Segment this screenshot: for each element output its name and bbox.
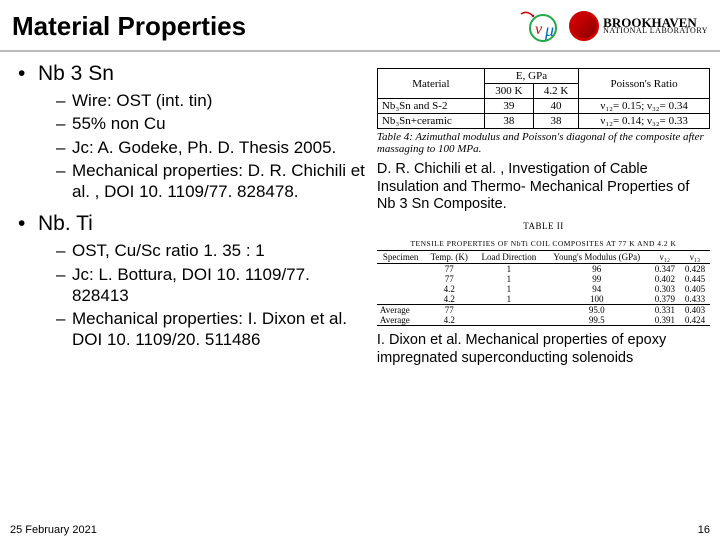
list-item: Mechanical properties: I. Dixon et al. D…	[56, 308, 371, 351]
cell: 40	[533, 99, 578, 114]
experiment-logo-icon: ν μ	[517, 6, 561, 46]
slide: Material Properties ν μ BROOKHAVEN NATIO…	[0, 0, 720, 540]
footer: 25 February 2021 16	[0, 524, 720, 536]
th: ν₁₃	[680, 251, 710, 264]
content-area: Nb 3 Sn Wire: OST (int. tin) 55% non Cu …	[0, 52, 720, 540]
section2-heading: Nb. Ti	[18, 212, 371, 236]
table-row: Specimen Temp. (K) Load Direction Young'…	[377, 251, 710, 264]
section1-heading: Nb 3 Sn	[18, 62, 371, 86]
cell: Nb₃Sn+ceramic	[377, 114, 484, 129]
list-item: Jc: A. Godeke, Ph. D. Thesis 2005.	[56, 137, 371, 158]
bnl-text: BROOKHAVEN NATIONAL LABORATORY	[603, 17, 708, 35]
th-material: Material	[377, 69, 484, 99]
list-item: Jc: L. Bottura, DOI 10. 1109/77. 828413	[56, 264, 371, 307]
table-row: 771960.3470.428	[377, 264, 710, 275]
table-row: 771990.4020.445	[377, 274, 710, 284]
table2-title: TENSILE PROPERTIES OF NbTi COIL COMPOSIT…	[377, 239, 710, 248]
tensile-table: Specimen Temp. (K) Load Direction Young'…	[377, 250, 710, 326]
th: ν₁₂	[650, 251, 680, 264]
table2-title-above: TABLE II	[377, 221, 710, 231]
cell: 38	[533, 114, 578, 129]
table1-caption: Table 4: Azimuthal modulus and Poisson's…	[377, 131, 710, 155]
th-poisson: Poisson's Ratio	[579, 69, 710, 99]
th-e: E, GPa	[484, 69, 578, 84]
table-row: 4.211000.3790.433	[377, 294, 710, 305]
section1-list: Wire: OST (int. tin) 55% non Cu Jc: A. G…	[18, 90, 371, 202]
bnl-line2: NATIONAL LABORATORY	[603, 28, 708, 35]
table-row: Nb₃Sn and S-2 39 40 ν₁₂= 0.15; ν₃₂= 0.34	[377, 99, 709, 114]
svg-text:ν: ν	[535, 21, 543, 38]
th: Load Direction	[474, 251, 544, 264]
bnl-logo: BROOKHAVEN NATIONAL LABORATORY	[569, 11, 708, 41]
reference2: I. Dixon et al. Mechanical properties of…	[377, 332, 710, 367]
cell: 39	[484, 99, 533, 114]
cell: ν₁₂= 0.14; ν₃₂= 0.33	[579, 114, 710, 129]
svg-text:μ: μ	[544, 20, 554, 40]
list-item: OST, Cu/Sc ratio 1. 35 : 1	[56, 240, 371, 261]
cell: Nb₃Sn and S-2	[377, 99, 484, 114]
reference1: D. R. Chichili et al. , Investigation of…	[377, 161, 710, 213]
bnl-ring-icon	[569, 11, 599, 41]
list-item: 55% non Cu	[56, 113, 371, 134]
left-column: Nb 3 Sn Wire: OST (int. tin) 55% non Cu …	[10, 56, 371, 540]
cell: 38	[484, 114, 533, 129]
slide-title: Material Properties	[12, 11, 246, 42]
th: Specimen	[377, 251, 425, 264]
table-row: 4.21940.3030.405	[377, 284, 710, 294]
page-number: 16	[698, 524, 710, 536]
th: Young's Modulus (GPa)	[544, 251, 650, 264]
table-row: Average4.299.50.3910.424	[377, 315, 710, 326]
th-300k: 300 K	[484, 84, 533, 99]
list-item: Mechanical properties: D. R. Chichili et…	[56, 160, 371, 203]
th: Temp. (K)	[424, 251, 474, 264]
table-row: Nb₃Sn+ceramic 38 38 ν₁₂= 0.14; ν₃₂= 0.33	[377, 114, 709, 129]
section2-list: OST, Cu/Sc ratio 1. 35 : 1 Jc: L. Bottur…	[18, 240, 371, 350]
modulus-table: Material E, GPa Poisson's Ratio 300 K 4.…	[377, 68, 710, 129]
title-bar: Material Properties ν μ BROOKHAVEN NATIO…	[0, 0, 720, 52]
list-item: Wire: OST (int. tin)	[56, 90, 371, 111]
right-column: Material E, GPa Poisson's Ratio 300 K 4.…	[377, 56, 710, 540]
th-42k: 4.2 K	[533, 84, 578, 99]
logo-group: ν μ BROOKHAVEN NATIONAL LABORATORY	[517, 6, 708, 46]
table-row: Material E, GPa Poisson's Ratio	[377, 69, 709, 84]
footer-date: 25 February 2021	[10, 524, 97, 536]
cell: ν₁₂= 0.15; ν₃₂= 0.34	[579, 99, 710, 114]
table-row: Average7795.00.3310.403	[377, 305, 710, 316]
